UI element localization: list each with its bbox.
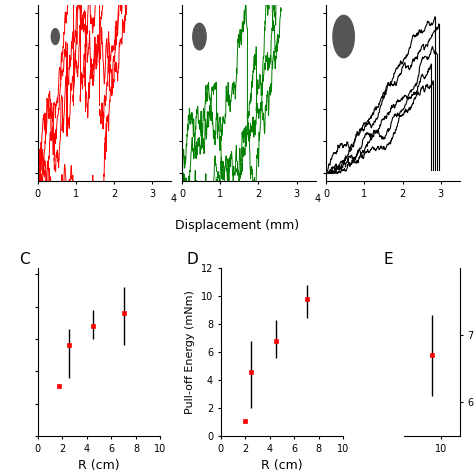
Y-axis label: Pull-off Energy (mNm): Pull-off Energy (mNm) <box>185 290 195 414</box>
X-axis label: R (cm): R (cm) <box>261 459 303 472</box>
Ellipse shape <box>51 28 59 45</box>
Text: D: D <box>186 252 198 267</box>
Ellipse shape <box>333 15 354 58</box>
Text: E: E <box>384 252 393 267</box>
Ellipse shape <box>193 23 206 50</box>
Text: Displacement (mm): Displacement (mm) <box>175 219 299 232</box>
Text: C: C <box>19 252 30 267</box>
Text: 4: 4 <box>315 194 321 204</box>
Text: 4: 4 <box>171 194 177 204</box>
X-axis label: R (cm): R (cm) <box>78 459 120 472</box>
